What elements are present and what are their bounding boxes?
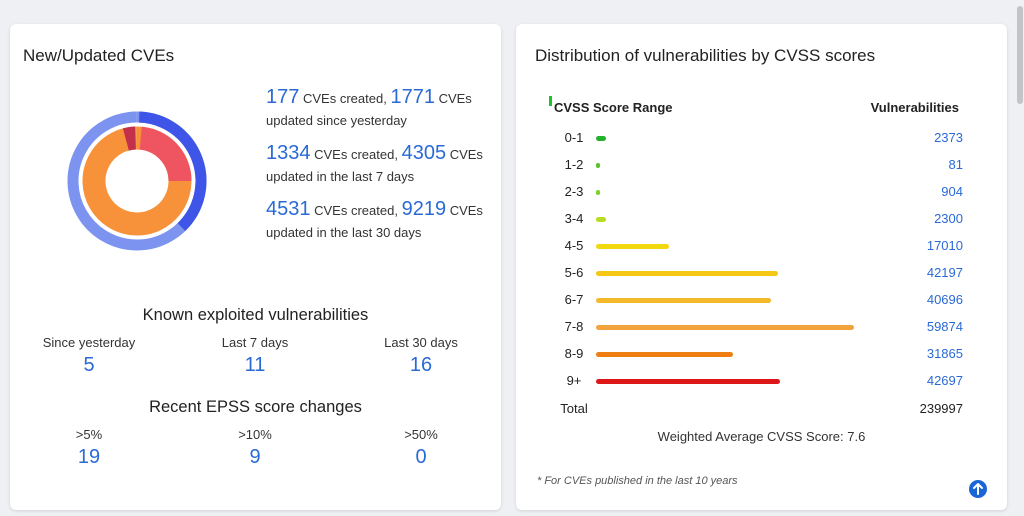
updated-count[interactable]: 9219: [401, 198, 447, 220]
cvss-count[interactable]: 2373: [934, 130, 963, 145]
known-exploited-yesterday: Since yesterday 5: [14, 335, 164, 377]
kv-label: Last 30 days: [384, 335, 458, 350]
new-updated-cves-card: New/Updated CVEs 177 CVEs created, 1771 …: [10, 24, 501, 510]
created-label: CVEs created,: [314, 203, 398, 218]
updated-label: CVEs updated in the last 7 days: [266, 147, 483, 184]
header-marker: [549, 96, 552, 106]
cvss-range-label: 8-9: [564, 346, 584, 361]
cvss-bar: [596, 190, 600, 195]
kv-value[interactable]: 0: [415, 446, 427, 468]
cvss-bar: [596, 298, 771, 303]
cvss-row: 3-4 2300: [516, 207, 1007, 234]
col-header-vulns: Vulnerabilities: [870, 100, 959, 115]
kv-value[interactable]: 16: [409, 354, 433, 376]
cvss-row: 0-1 2373: [516, 126, 1007, 153]
updated-label: CVEs updated in the last 30 days: [266, 203, 483, 240]
cvss-row: 8-9 31865: [516, 342, 1007, 369]
known-exploited-30days: Last 30 days 16: [346, 335, 496, 377]
cvss-row: 7-8 59874: [516, 315, 1007, 342]
stat-yesterday: 177 CVEs created, 1771 CVEs updated sinc…: [266, 86, 488, 132]
stat-7days: 1334 CVEs created, 4305 CVEs updated in …: [266, 142, 488, 188]
kv-value[interactable]: 19: [77, 446, 101, 468]
total-row: Total 239997: [516, 397, 1007, 424]
donut-inner-small: [122, 126, 137, 151]
cvss-range-label: 3-4: [564, 211, 584, 226]
cvss-range-label: 9+: [566, 373, 582, 388]
cvss-range-label: 2-3: [564, 184, 584, 199]
stat-30days: 4531 CVEs created, 9219 CVEs updated in …: [266, 198, 488, 244]
cvss-bar: [596, 325, 854, 330]
cvss-bar: [596, 352, 733, 357]
cvss-bar: [596, 271, 778, 276]
cvss-bar: [596, 379, 780, 384]
cvss-bar: [596, 244, 669, 249]
cvss-bar: [596, 217, 606, 222]
cvss-row: 6-7 40696: [516, 288, 1007, 315]
kv-label: Since yesterday: [42, 335, 136, 350]
cvss-range-label: 0-1: [564, 130, 584, 145]
created-label: CVEs created,: [303, 91, 387, 106]
kv-value[interactable]: 5: [83, 354, 95, 376]
kv-label: Last 7 days: [221, 335, 289, 350]
cvss-count[interactable]: 31865: [926, 346, 963, 361]
cve-donut-chart: [67, 111, 207, 251]
created-count[interactable]: 4531: [266, 198, 311, 220]
updated-count[interactable]: 4305: [401, 142, 447, 164]
card-title: New/Updated CVEs: [23, 46, 175, 65]
cvss-row: 9+ 42697: [516, 369, 1007, 396]
page-scrollbar[interactable]: [1017, 6, 1023, 104]
cvss-row: 2-3 904: [516, 180, 1007, 207]
kv-label: >5%: [75, 427, 103, 442]
created-count[interactable]: 1334: [266, 142, 311, 164]
footnote: * For CVEs published in the last 10 year…: [537, 475, 738, 487]
cvss-count[interactable]: 59874: [926, 319, 963, 334]
cve-stats: 177 CVEs created, 1771 CVEs updated sinc…: [266, 86, 488, 254]
cvss-count[interactable]: 904: [941, 184, 963, 199]
epss-10pct: >10% 9: [180, 427, 330, 469]
cvss-distribution-card: Distribution of vulnerabilities by CVSS …: [516, 24, 1007, 510]
cvss-bar: [596, 136, 606, 141]
cvss-range-label: 5-6: [564, 265, 584, 280]
cvss-count[interactable]: 42197: [926, 265, 963, 280]
arrow-up-icon: [973, 483, 983, 495]
weighted-average: Weighted Average CVSS Score: 7.6: [657, 429, 866, 444]
cvss-range-label: 1-2: [564, 157, 584, 172]
kv-label: >10%: [238, 427, 272, 442]
cvss-count[interactable]: 40696: [926, 292, 963, 307]
created-label: CVEs created,: [314, 147, 398, 162]
cvss-range-label: 4-5: [564, 238, 584, 253]
cvss-row: 1-2 81: [516, 153, 1007, 180]
cvss-range-label: 7-8: [564, 319, 584, 334]
cvss-count[interactable]: 42697: [926, 373, 963, 388]
total-label: Total: [560, 401, 588, 416]
cvss-row: 5-6 42197: [516, 261, 1007, 288]
cvss-row: 4-5 17010: [516, 234, 1007, 261]
cvss-bar: [596, 163, 600, 168]
total-value: 239997: [919, 401, 963, 416]
col-header-range: CVSS Score Range: [554, 100, 673, 115]
kv-value[interactable]: 11: [244, 354, 266, 376]
donut-inner-accent: [139, 126, 192, 182]
epss-50pct: >50% 0: [346, 427, 496, 469]
updated-label: CVEs updated since yesterday: [266, 91, 472, 128]
kv-label: >50%: [404, 427, 438, 442]
donut-outer-accent: [138, 111, 207, 231]
card-title: Distribution of vulnerabilities by CVSS …: [535, 46, 876, 65]
updated-count[interactable]: 1771: [390, 86, 435, 108]
cvss-count[interactable]: 2300: [934, 211, 963, 226]
known-exploited-title: Known exploited vulnerabilities: [142, 306, 369, 324]
cvss-range-label: 6-7: [564, 292, 584, 307]
epss-5pct: >5% 19: [14, 427, 164, 469]
epss-title: Recent EPSS score changes: [149, 398, 362, 416]
kv-value[interactable]: 9: [249, 446, 261, 468]
cvss-count[interactable]: 17010: [926, 238, 963, 253]
created-count[interactable]: 177: [266, 86, 300, 108]
known-exploited-7days: Last 7 days 11: [180, 335, 330, 377]
cvss-count[interactable]: 81: [948, 157, 963, 172]
scroll-top-button[interactable]: [969, 480, 987, 498]
